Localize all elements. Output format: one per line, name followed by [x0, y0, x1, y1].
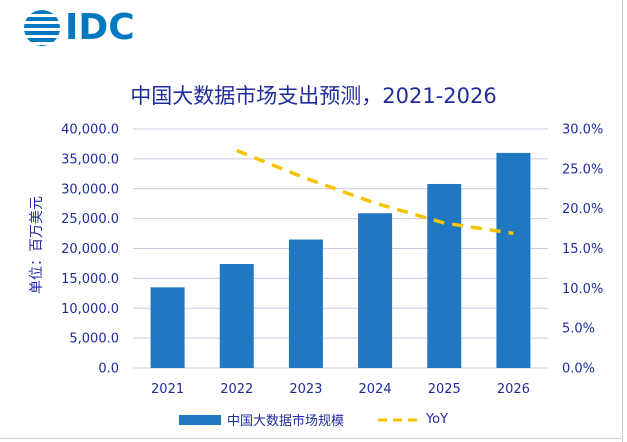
x-tick-label: 2023: [289, 382, 322, 397]
x-tick-label: 2024: [359, 382, 392, 397]
legend-swatch-bar: [178, 414, 221, 425]
y-tick-label: 10,000.0: [61, 302, 119, 317]
y2-tick-label: 0.0%: [562, 362, 595, 377]
y2-tick-label: 20.0%: [562, 202, 603, 217]
y-tick-label: 25,000.0: [61, 212, 119, 227]
legend-swatch-line: [377, 418, 418, 421]
legend-label-yoy: YoY: [425, 412, 449, 427]
bar: [427, 183, 462, 368]
legend-item-bars: 中国大数据市场规模: [178, 410, 344, 429]
chart-title: 中国大数据市场支出预测，2021-2026: [130, 84, 497, 108]
y-tick-label: 20,000.0: [61, 242, 119, 257]
x-tick-label: 2022: [220, 382, 253, 397]
legend: 中国大数据市场规模 YoY: [0, 410, 627, 429]
y-tick-label: 15,000.0: [61, 272, 119, 287]
y2-tick-label: 30.0%: [562, 123, 603, 138]
y2-tick-label: 15.0%: [562, 242, 603, 257]
x-tick-label: 2025: [428, 382, 461, 397]
x-tick-label: 2021: [151, 382, 184, 397]
idc-logo: IDC: [22, 8, 135, 48]
bar: [219, 264, 254, 368]
y-tick-label: 35,000.0: [61, 152, 119, 167]
frame-border-right: [622, 0, 623, 442]
y2-tick-label: 25.0%: [562, 162, 603, 177]
bar: [150, 287, 185, 368]
y2-tick-label: 5.0%: [562, 322, 595, 337]
x-tick-label: 2026: [497, 382, 530, 397]
y-tick-label: 40,000.0: [61, 123, 119, 138]
y-tick-label: 5,000.0: [69, 332, 119, 347]
legend-label-bars: 中国大数据市场规模: [226, 414, 344, 429]
frame-border-bottom: [0, 438, 623, 439]
y-tick-label: 30,000.0: [61, 182, 119, 197]
y-axis-label: 单位：百万美元: [29, 196, 45, 294]
y-tick-label: 0.0: [98, 362, 119, 377]
bar: [496, 152, 531, 368]
bar: [358, 213, 393, 368]
logo-text: IDC: [65, 7, 135, 48]
globe-icon: [24, 10, 60, 46]
y2-tick-label: 10.0%: [562, 282, 603, 297]
legend-item-yoy: YoY: [376, 412, 448, 427]
bar: [288, 239, 323, 368]
